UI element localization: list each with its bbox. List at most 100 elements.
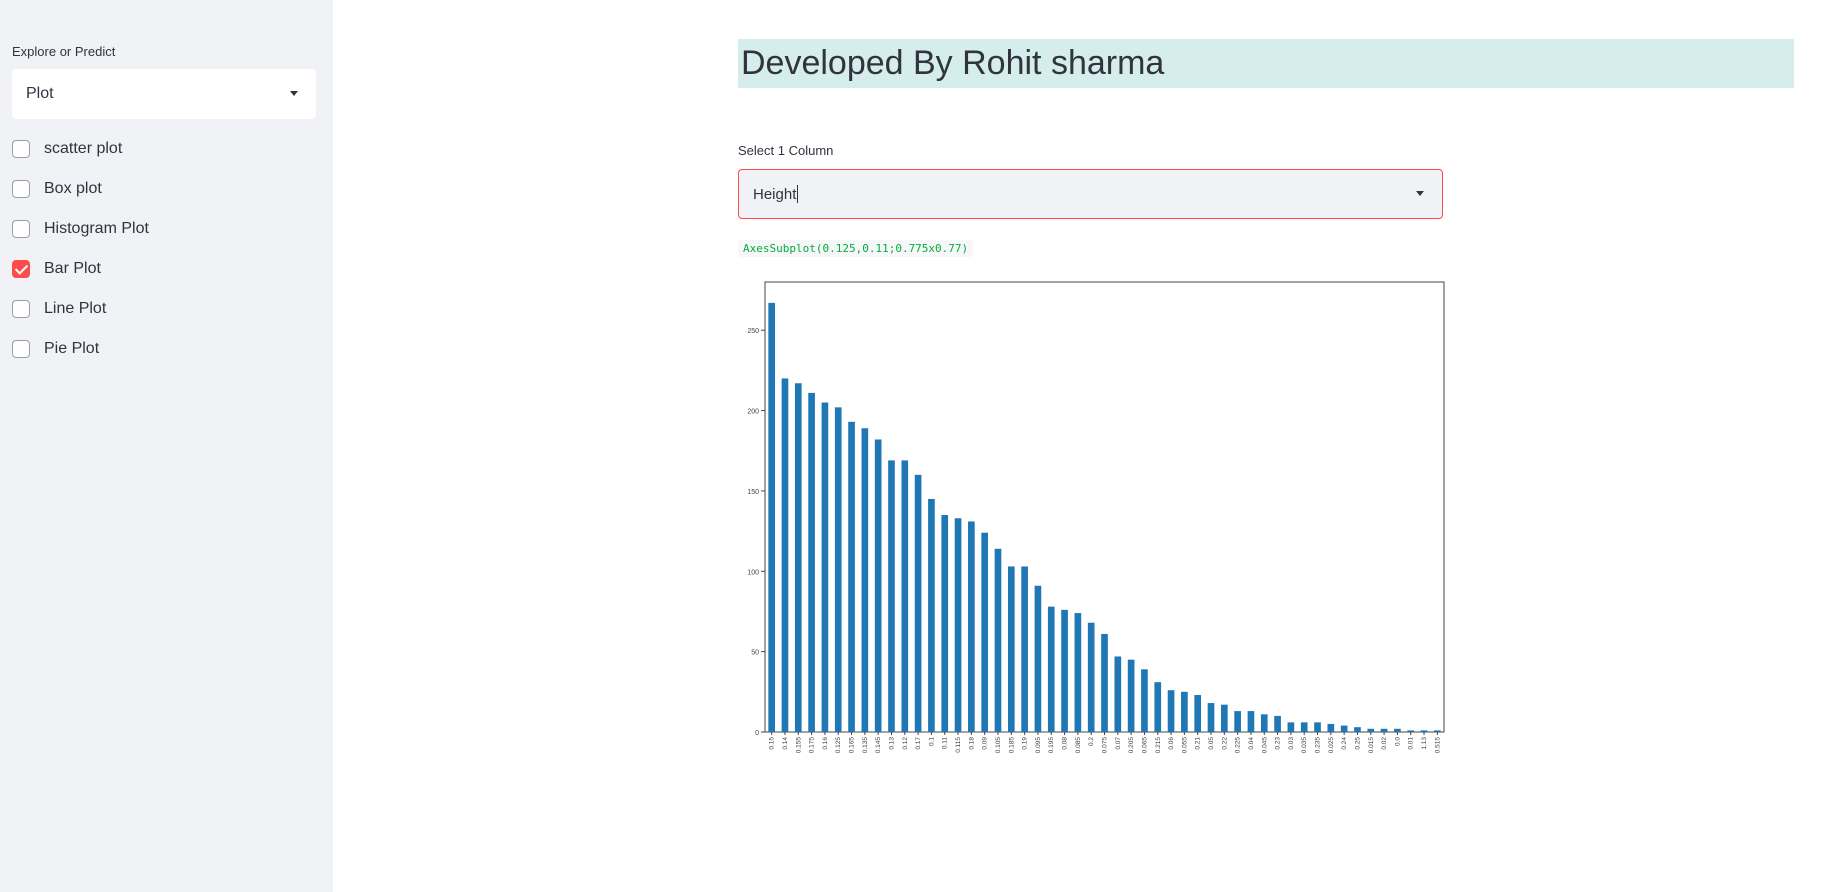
x-tick-label: 0.13: [888, 737, 895, 750]
bar: [1021, 566, 1028, 732]
y-tick-label: 250: [747, 328, 759, 335]
x-tick-label: 0.2: [1088, 737, 1095, 746]
bar: [781, 378, 789, 732]
bar: [1420, 730, 1428, 732]
bar: [928, 498, 935, 732]
bar: [1407, 730, 1415, 732]
bar: [1367, 728, 1375, 732]
x-tick-label: 0.15: [769, 737, 776, 750]
bar: [1074, 613, 1082, 732]
bar: [1127, 659, 1135, 732]
bar: [1114, 656, 1122, 732]
column-select[interactable]: Height: [738, 169, 1443, 219]
bar: [1340, 725, 1348, 732]
checkbox-label: Bar Plot: [44, 260, 101, 277]
x-tick-label: 0.01: [1408, 737, 1415, 750]
bar: [1434, 730, 1441, 732]
bar: [834, 407, 842, 732]
bar: [1047, 606, 1055, 732]
x-tick-label: 0.515: [1434, 737, 1441, 754]
bar: [1260, 714, 1268, 732]
bar: [1087, 622, 1095, 732]
x-tick-label: 0.025: [1328, 737, 1335, 754]
chevron-down-icon: [290, 91, 298, 96]
x-tick-label: 0.18: [968, 737, 975, 750]
x-tick-label: 0.25: [1354, 737, 1361, 750]
x-tick-label: 0.06: [1168, 737, 1175, 750]
x-tick-label: 0.095: [1035, 737, 1042, 754]
bar: [1234, 711, 1241, 732]
y-tick-label: 100: [747, 569, 759, 576]
x-tick-label: 0.03: [1288, 737, 1295, 750]
x-tick-label: 0.235: [1315, 737, 1322, 754]
pie-plot-checkbox[interactable]: Pie Plot: [12, 337, 99, 361]
x-tick-label: 0.195: [1048, 737, 1055, 754]
output-text: AxesSubplot(0.125,0.11;0.775x0.77): [738, 240, 974, 257]
bar: [1207, 703, 1215, 732]
x-tick-label: 0.145: [875, 737, 882, 754]
x-tick-label: 0.04: [1248, 737, 1255, 750]
x-tick-label: 0.185: [1008, 737, 1015, 754]
x-tick-label: 0.205: [1128, 737, 1135, 754]
x-tick-label: 0.11: [942, 737, 949, 750]
bar: [888, 460, 895, 732]
bar: [1167, 690, 1175, 732]
bar-plot-checkbox[interactable]: Bar Plot: [12, 257, 101, 281]
checkbox-label: Line Plot: [44, 300, 107, 317]
bar: [821, 402, 829, 732]
x-tick-label: 0.125: [835, 737, 842, 754]
bar: [954, 518, 962, 732]
explore-predict-select[interactable]: Plot: [12, 69, 316, 119]
column-select-value: Height: [753, 185, 797, 203]
explore-predict-value: Plot: [26, 85, 54, 102]
checkbox-label: Box plot: [44, 180, 102, 197]
bar: [1380, 728, 1388, 732]
bar: [901, 460, 909, 732]
bar-chart: 0 50 100 150 200 250 0.15 0.14 0.155 0.175 0.16 0.1…: [747, 281, 1445, 754]
x-tick-label: 0.1: [928, 737, 935, 746]
checkbox-label: Pie Plot: [44, 340, 100, 357]
x-tick-label: 0.015: [1368, 737, 1375, 754]
page-title-banner: Developed By Rohit sharma: [738, 39, 1794, 88]
y-tick-label: 200: [747, 409, 759, 416]
bar: [1034, 585, 1042, 732]
x-tick-label: 0.035: [1301, 737, 1308, 754]
bar: [1300, 722, 1308, 732]
bar: [914, 474, 922, 732]
checkbox-label: scatter plot: [44, 140, 123, 157]
line-plot-checkbox[interactable]: Line Plot: [12, 297, 106, 321]
scatter-plot-checkbox[interactable]: scatter plot: [12, 137, 122, 161]
x-tick-label: 0.02: [1381, 737, 1388, 750]
checkmark-icon: [12, 260, 30, 278]
bar: [808, 392, 815, 732]
x-tick-label: 0.055: [1181, 737, 1188, 754]
bar: [1141, 669, 1148, 732]
bar: [1154, 682, 1162, 732]
x-tick-label: 0.065: [1141, 737, 1148, 754]
histogram-plot-checkbox[interactable]: Histogram Plot: [12, 217, 149, 241]
x-tick-label: 1.13: [1421, 737, 1428, 750]
x-tick-label: 0.23: [1275, 737, 1282, 750]
chevron-down-icon: [1416, 191, 1424, 196]
x-tick-label: 0.09: [982, 737, 989, 750]
bar: [1287, 722, 1295, 732]
bar: [1314, 722, 1321, 732]
box-plot-checkbox[interactable]: Box plot: [12, 177, 102, 201]
x-tick-label: 0.115: [955, 737, 962, 753]
bar: [1354, 727, 1361, 732]
bar: [1327, 723, 1335, 732]
x-tick-label: 0.22: [1221, 737, 1228, 750]
bar: [1181, 691, 1188, 732]
x-tick-label: 0.045: [1261, 737, 1268, 754]
bar: [1220, 704, 1228, 732]
bar: [768, 302, 775, 732]
bar: [968, 521, 975, 732]
bar: [794, 383, 802, 732]
bar: [1394, 728, 1401, 732]
y-tick-label: 0: [755, 730, 759, 737]
checkbox-icon: [12, 180, 30, 198]
bar: [1247, 711, 1255, 732]
x-tick-label: 0.17: [915, 737, 922, 750]
select-column-label: Select 1 Column: [738, 143, 834, 158]
y-tick-label: 50: [751, 650, 759, 657]
